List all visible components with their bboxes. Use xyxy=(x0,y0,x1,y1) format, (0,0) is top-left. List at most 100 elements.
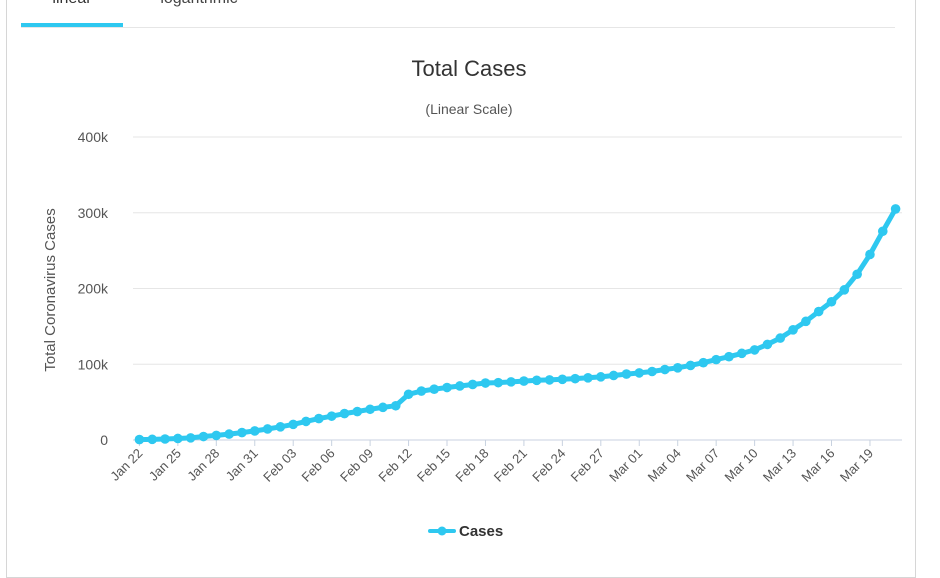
data-point[interactable] xyxy=(429,384,439,394)
data-point[interactable] xyxy=(403,389,414,400)
x-tick-label: Jan 22 xyxy=(107,446,145,484)
series-line-cases xyxy=(136,206,899,443)
data-point[interactable] xyxy=(608,370,619,381)
data-point[interactable] xyxy=(326,411,337,421)
data-point[interactable] xyxy=(583,373,593,383)
data-point[interactable] xyxy=(275,422,286,432)
x-tick-label: Feb 12 xyxy=(375,446,414,485)
data-point[interactable] xyxy=(813,306,824,317)
y-axis-ticks: 0 100k 200k 300k 400k xyxy=(78,129,109,448)
x-tick-label: Feb 27 xyxy=(568,446,607,485)
data-point[interactable] xyxy=(237,427,247,438)
x-tick-label: Jan 28 xyxy=(184,446,222,484)
x-tick-label: Jan 25 xyxy=(146,446,184,484)
data-point[interactable] xyxy=(826,296,837,307)
x-tick-label: Mar 10 xyxy=(722,446,761,485)
data-point[interactable] xyxy=(147,434,158,445)
y-tick-label: 200k xyxy=(78,281,109,297)
x-tick-label: Feb 18 xyxy=(452,446,491,485)
legend-marker xyxy=(437,526,447,536)
data-point[interactable] xyxy=(736,348,747,359)
line-chart: Total Cases (Linear Scale) Total Coronav… xyxy=(42,56,902,540)
data-point[interactable] xyxy=(544,375,555,385)
data-point[interactable] xyxy=(788,324,798,335)
data-point[interactable] xyxy=(865,249,875,260)
legend-label-cases[interactable]: Cases xyxy=(459,523,503,540)
data-point[interactable] xyxy=(749,345,760,355)
data-point[interactable] xyxy=(390,400,401,411)
data-point[interactable] xyxy=(724,351,734,362)
data-point[interactable] xyxy=(531,375,542,386)
x-tick-label: Feb 03 xyxy=(260,446,299,485)
data-point[interactable] xyxy=(506,377,516,387)
x-tick-label: Mar 07 xyxy=(683,446,722,485)
data-point[interactable] xyxy=(365,404,375,415)
data-point[interactable] xyxy=(249,426,260,436)
tab-linear[interactable]: linear xyxy=(21,0,123,27)
x-tick-label: Feb 09 xyxy=(337,446,376,485)
data-point[interactable] xyxy=(698,357,709,368)
x-tick-label: Mar 01 xyxy=(606,446,645,485)
x-tick-label: Mar 16 xyxy=(798,446,837,485)
data-point[interactable] xyxy=(621,369,632,379)
data-point[interactable] xyxy=(557,374,568,385)
x-tick-label: Mar 13 xyxy=(760,446,799,485)
x-axis-ticks: Jan 22 Jan 25 Jan 28 Jan 31 Feb 03 Feb 06 Feb … xyxy=(107,440,876,485)
data-point[interactable] xyxy=(211,430,222,441)
data-point[interactable] xyxy=(801,316,811,327)
data-point[interactable] xyxy=(455,381,465,391)
y-tick-label: 0 xyxy=(100,432,108,448)
data-point[interactable] xyxy=(288,419,299,430)
data-point[interactable] xyxy=(647,366,657,377)
chart-subtitle: (Linear Scale) xyxy=(425,101,512,117)
legend[interactable]: Cases xyxy=(428,523,503,540)
x-tick-label: Mar 04 xyxy=(645,446,684,485)
data-point[interactable] xyxy=(775,333,786,343)
data-point[interactable] xyxy=(711,354,721,365)
y-tick-label: 100k xyxy=(78,356,109,372)
data-point[interactable] xyxy=(262,424,273,434)
y-axis-label: Total Coronavirus Cases xyxy=(42,208,59,371)
data-point[interactable] xyxy=(570,373,580,384)
chart-title: Total Cases xyxy=(412,56,527,81)
gridlines xyxy=(133,136,902,441)
data-point[interactable] xyxy=(198,431,209,442)
tab-logarithmic[interactable]: logarithmic xyxy=(139,0,259,27)
data-point[interactable] xyxy=(480,378,491,388)
data-point[interactable] xyxy=(352,406,363,417)
data-point[interactable] xyxy=(596,372,606,382)
data-point[interactable] xyxy=(378,402,388,413)
data-point[interactable] xyxy=(685,360,696,371)
data-point[interactable] xyxy=(301,416,311,427)
x-tick-label: Mar 19 xyxy=(837,446,876,485)
data-point[interactable] xyxy=(660,364,670,375)
x-tick-label: Feb 24 xyxy=(529,446,568,485)
data-point[interactable] xyxy=(839,285,850,295)
data-point[interactable] xyxy=(134,434,145,445)
data-point[interactable] xyxy=(493,377,504,388)
data-point[interactable] xyxy=(416,386,427,396)
data-point[interactable] xyxy=(339,408,350,419)
x-tick-label: Jan 31 xyxy=(223,446,261,484)
data-point[interactable] xyxy=(890,204,901,214)
data-point[interactable] xyxy=(185,433,196,443)
y-tick-label: 400k xyxy=(78,129,109,145)
x-tick-label: Feb 21 xyxy=(491,446,530,485)
scale-tabs: linear logarithmic xyxy=(21,0,895,28)
x-tick-label: Feb 06 xyxy=(299,446,338,485)
data-point[interactable] xyxy=(762,339,773,350)
y-tick-label: 300k xyxy=(78,205,109,221)
x-tick-label: Feb 15 xyxy=(414,446,453,485)
data-point[interactable] xyxy=(314,413,324,424)
data-point[interactable] xyxy=(160,434,170,444)
data-point[interactable] xyxy=(877,226,888,237)
data-point[interactable] xyxy=(467,379,478,390)
data-point[interactable] xyxy=(672,362,683,373)
data-point[interactable] xyxy=(173,433,183,444)
data-point[interactable] xyxy=(634,368,645,378)
data-point[interactable] xyxy=(519,376,529,386)
data-point[interactable] xyxy=(852,269,862,280)
data-point[interactable] xyxy=(224,429,234,439)
data-point[interactable] xyxy=(442,382,452,393)
series-cases xyxy=(134,204,901,445)
